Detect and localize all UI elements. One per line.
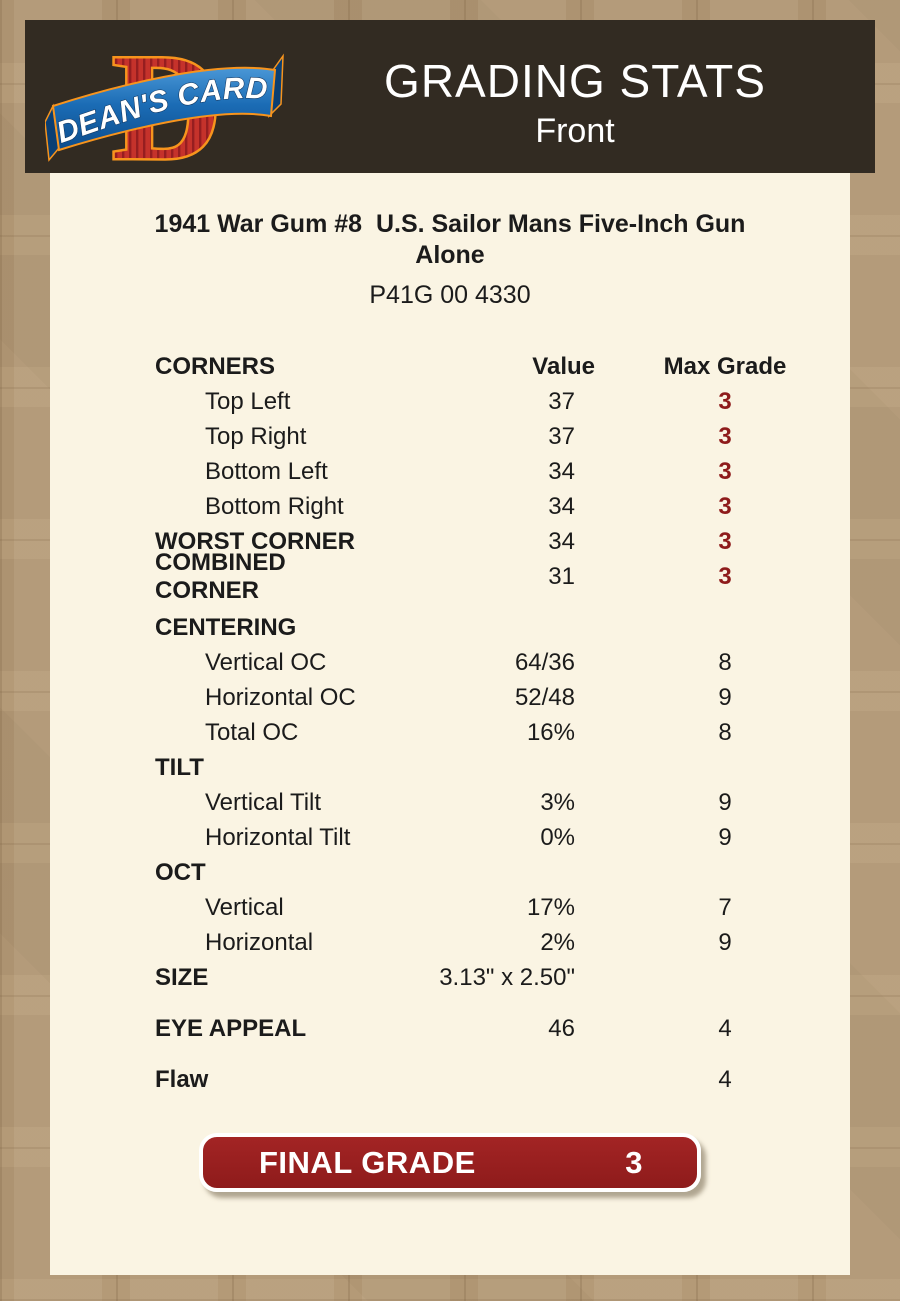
- row-value: 34: [548, 457, 575, 485]
- header-text-block: GRADING STATS Front: [355, 54, 795, 152]
- row-label: Top Left: [205, 387, 291, 415]
- table-row: Vertical Tilt 3% 9: [50, 785, 850, 820]
- row-label: Horizontal: [205, 928, 314, 956]
- row-label: Flaw: [155, 1065, 209, 1093]
- table-row: TILT: [50, 750, 850, 785]
- table-row: WORST CORNER 34 3: [50, 524, 850, 559]
- table-row: EYE APPEAL 46 4: [50, 1011, 850, 1046]
- table-row: Flaw 4: [50, 1062, 850, 1097]
- grading-panel: 1941 War Gum #8 U.S. Sailor Mans Five-In…: [50, 173, 850, 1275]
- row-label: Vertical: [205, 893, 284, 921]
- row-label: CORNERS: [155, 352, 276, 380]
- row-max-grade: 9: [718, 928, 732, 956]
- table-row: CORNERS Value Max Grade: [50, 349, 850, 384]
- row-max-grade: 9: [718, 823, 732, 851]
- final-grade-label: FINAL GRADE: [259, 1144, 476, 1180]
- row-max-grade: 3: [718, 457, 732, 485]
- row-value: 2%: [540, 928, 575, 956]
- table-row: Top Left 37 3: [50, 384, 850, 419]
- table-row: Bottom Left 34 3: [50, 454, 850, 489]
- table-row: Vertical OC 64/36 8: [50, 645, 850, 680]
- row-value: 34: [548, 492, 575, 520]
- row-label: Total OC: [205, 718, 299, 746]
- table-row: Top Right 37 3: [50, 419, 850, 454]
- row-max-grade: 7: [718, 893, 732, 921]
- row-max-grade: 8: [718, 648, 732, 676]
- row-label: EYE APPEAL: [155, 1014, 307, 1042]
- row-max-grade: 3: [718, 422, 732, 450]
- table-row: Horizontal 2% 9: [50, 925, 850, 960]
- row-label: CENTERING: [155, 613, 297, 641]
- final-grade-badge: FINAL GRADE 3: [199, 1133, 701, 1192]
- card-code: P41G 00 4330: [369, 281, 531, 309]
- row-value: 46: [548, 1014, 575, 1042]
- card-title: 1941 War Gum #8 U.S. Sailor Mans Five-In…: [90, 209, 810, 271]
- row-max-grade: 9: [718, 788, 732, 816]
- row-value: 16%: [526, 718, 575, 746]
- row-value: 52/48: [514, 683, 575, 711]
- row-value: 17%: [526, 893, 575, 921]
- row-max-grade: 3: [718, 387, 732, 415]
- row-max-grade: 4: [718, 1065, 732, 1093]
- row-label: OCT: [155, 858, 206, 886]
- row-max-grade: 3: [718, 492, 732, 520]
- table-row: Total OC 16% 8: [50, 715, 850, 750]
- row-value: 3%: [540, 788, 575, 816]
- row-label: SIZE: [155, 963, 209, 991]
- row-label: TILT: [155, 753, 204, 781]
- page-title: GRADING STATS: [384, 55, 766, 107]
- row-max-grade: 3: [718, 527, 732, 555]
- row-value: Value: [532, 352, 595, 380]
- row-label: Bottom Right: [205, 492, 344, 520]
- row-label: COMBINED CORNER: [155, 548, 286, 604]
- header-bar: D DEAN'S CARDS GRADING STATS Front: [25, 20, 875, 173]
- card-title-line2: Alone: [415, 241, 485, 269]
- row-label: Vertical Tilt: [205, 788, 322, 816]
- row-label: Horizontal OC: [205, 683, 356, 711]
- table-row: COMBINED CORNER 31 3: [50, 549, 850, 604]
- deans-cards-logo: D DEAN'S CARDS: [45, 32, 284, 170]
- stats-table: CORNERS Value Max Grade Top Left 37 3 To…: [50, 349, 850, 1097]
- row-value: 34: [548, 527, 575, 555]
- table-row: CENTERING: [50, 610, 850, 645]
- row-value: 37: [548, 387, 575, 415]
- row-label: Top Right: [205, 422, 307, 450]
- row-label: Horizontal Tilt: [205, 823, 351, 851]
- row-label: WORST CORNER: [155, 527, 355, 555]
- table-row: Horizontal Tilt 0% 9: [50, 820, 850, 855]
- ribbon-banner-shape: [51, 66, 277, 152]
- final-grade-value: 3: [625, 1144, 643, 1180]
- row-value: 31: [548, 562, 575, 590]
- row-max-grade: Max Grade: [663, 352, 787, 380]
- row-value: 0%: [540, 823, 575, 851]
- table-row: SIZE 3.13" x 2.50": [50, 960, 850, 995]
- row-value: 3.13" x 2.50": [439, 963, 575, 991]
- card-title-line1: 1941 War Gum #8 U.S. Sailor Mans Five-In…: [154, 210, 746, 238]
- row-label: Vertical OC: [205, 648, 327, 676]
- table-row: Horizontal OC 52/48 9: [50, 680, 850, 715]
- row-max-grade: 3: [718, 562, 732, 590]
- row-max-grade: 9: [718, 683, 732, 711]
- row-max-grade: 8: [718, 718, 732, 746]
- table-row: OCT: [50, 855, 850, 890]
- page-subtitle: Front: [535, 112, 615, 150]
- row-label: Bottom Left: [205, 457, 328, 485]
- row-value: 64/36: [514, 648, 575, 676]
- row-value: 37: [548, 422, 575, 450]
- row-max-grade: 4: [718, 1014, 732, 1042]
- table-row: Vertical 17% 7: [50, 890, 850, 925]
- table-row: Bottom Right 34 3: [50, 489, 850, 524]
